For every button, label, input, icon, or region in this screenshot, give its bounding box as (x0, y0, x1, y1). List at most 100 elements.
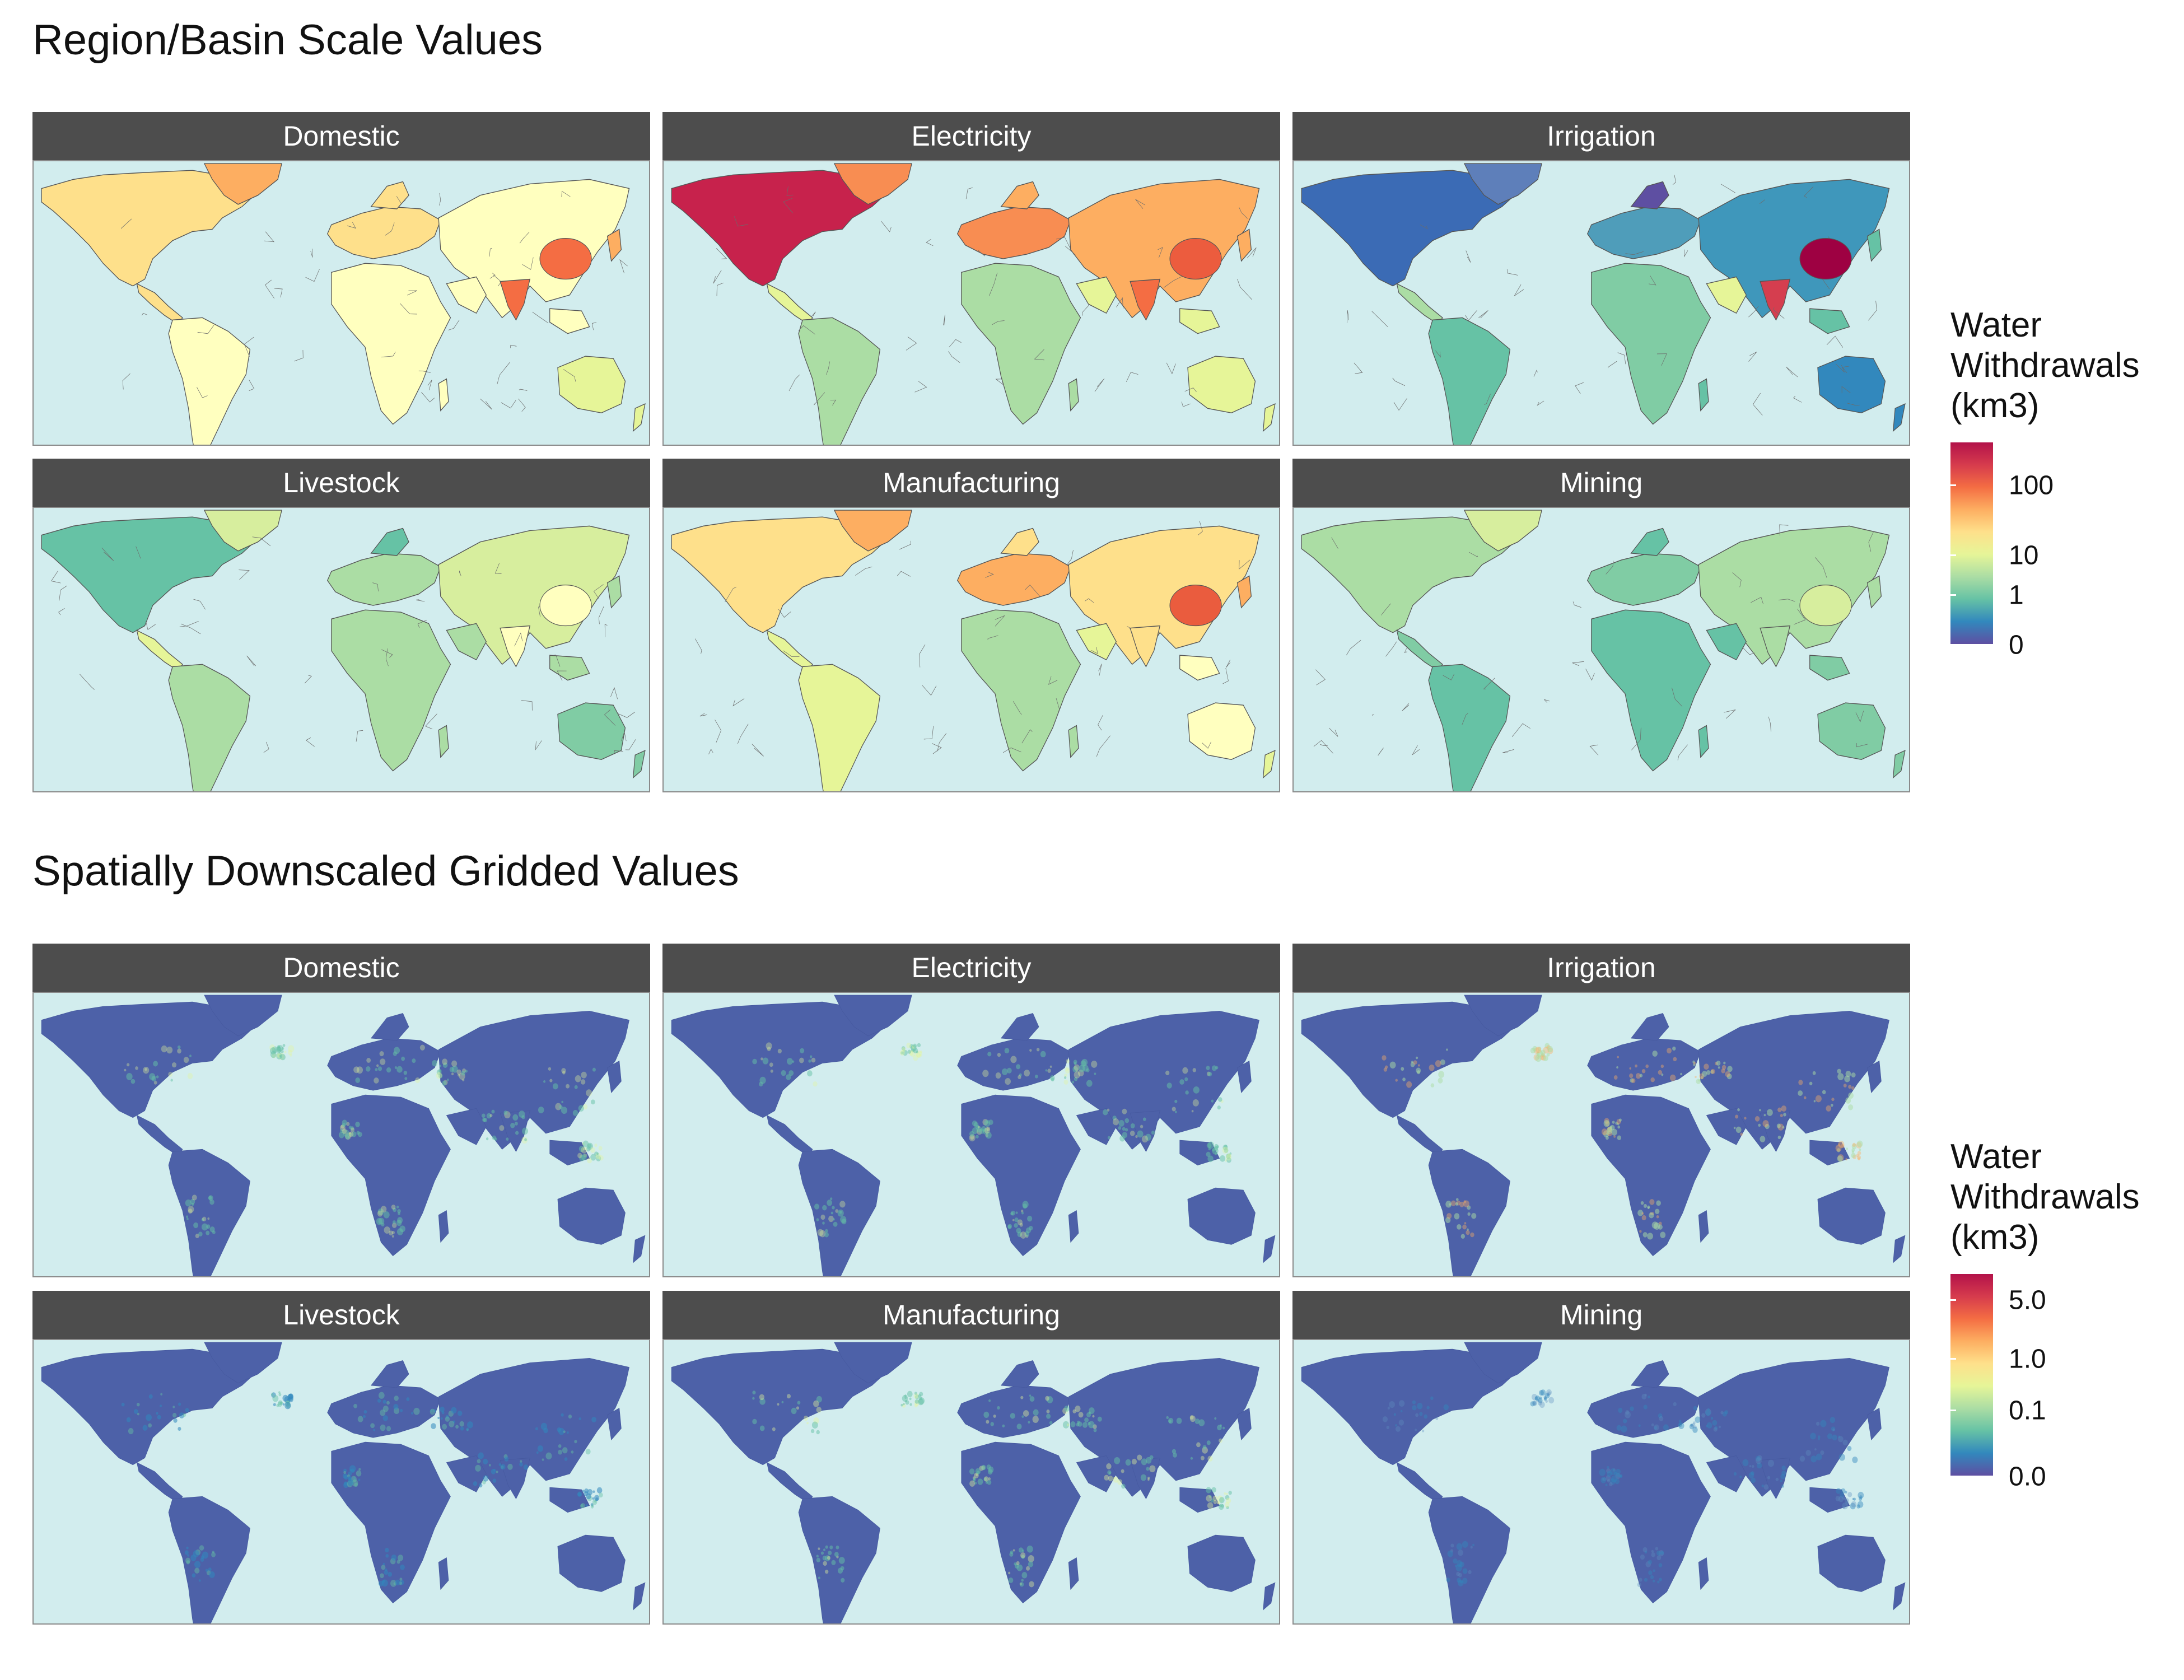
grid-cell-hotspot (449, 1067, 455, 1072)
region-boundary (1778, 599, 1795, 602)
grid-cell-hotspot (523, 1464, 529, 1470)
grid-cell-hotspot (571, 1450, 574, 1454)
grid-cell-hotspot (1735, 1126, 1742, 1133)
grid-cell-hotspot (545, 1452, 552, 1460)
grid-cell-hotspot (1546, 1053, 1550, 1057)
grid-cell-hotspot (582, 1490, 585, 1492)
region-boundary (708, 749, 713, 755)
grid-cell-hotspot (1656, 1200, 1661, 1206)
grid-cell-hotspot (1079, 1065, 1085, 1072)
region-boundary (239, 570, 250, 580)
grid-cell-hotspot (1653, 1569, 1655, 1572)
region-boundary (1724, 710, 1736, 719)
grid-cell-hotspot (1034, 1075, 1038, 1079)
grid-cell-hotspot (1226, 1497, 1231, 1504)
grid-cell-hotspot (1845, 1491, 1847, 1494)
grid-cell-hotspot (1084, 1417, 1089, 1423)
grid-cell-hotspot (1086, 1080, 1093, 1087)
region-boundary (1202, 741, 1211, 749)
grid-cell-hotspot (1830, 1103, 1833, 1107)
region-boundary (814, 392, 825, 405)
grid-cell-hotspot (1208, 1495, 1212, 1499)
grid-cell-hotspot (282, 1394, 289, 1402)
land-arabia (1076, 1108, 1117, 1145)
grid-cell-hotspot (135, 1066, 138, 1070)
grid-cell-hotspot (1803, 1096, 1807, 1099)
region-boundary (58, 608, 65, 615)
grid-cell-hotspot (278, 1391, 281, 1394)
grid-cell-hotspot (1817, 1438, 1820, 1440)
region-boundary (1677, 744, 1688, 760)
land-madagascar (1068, 725, 1079, 758)
region-boundary (1055, 698, 1060, 721)
grid-cell-hotspot (1460, 1580, 1463, 1584)
region-boundary (734, 216, 749, 227)
grid-cell-hotspot (381, 1565, 386, 1570)
land-europe (326, 206, 441, 259)
grid-cell-hotspot (1767, 1476, 1771, 1480)
grid-cell-hotspot (594, 1495, 600, 1501)
grid-cell-hotspot (1726, 1074, 1732, 1080)
grid-cell-hotspot (1047, 1396, 1053, 1403)
grid-cell-hotspot (391, 1554, 397, 1561)
land-africa (961, 609, 1081, 772)
region-boundary (716, 282, 724, 296)
region-boundary (1794, 609, 1806, 625)
grid-cell-hotspot (491, 1469, 496, 1474)
grid-cell-hotspot (178, 1402, 181, 1406)
region-boundary (1514, 284, 1524, 296)
grid-cell-hotspot (1720, 1411, 1724, 1415)
grid-cell-hotspot (1122, 1127, 1126, 1131)
region-boundary (1404, 648, 1407, 654)
grid-cell-hotspot (1200, 1455, 1205, 1460)
grid-cell-hotspot (1654, 1424, 1659, 1431)
region-boundary (146, 620, 156, 630)
grid-cell-hotspot (1032, 1416, 1039, 1423)
grid-cell-hotspot (902, 1047, 906, 1052)
grid-cell-hotspot (1012, 1219, 1015, 1221)
grid-cell-hotspot (1649, 1212, 1654, 1219)
grid-cell-hotspot (1842, 1502, 1848, 1510)
land-africa (1591, 263, 1711, 425)
grid-cell-hotspot (1045, 1069, 1048, 1072)
grid-cell-hotspot (1639, 1074, 1643, 1077)
grid-cell-hotspot (353, 1477, 356, 1480)
grid-cell-hotspot (1024, 1070, 1030, 1077)
grid-cell-hotspot (1458, 1572, 1462, 1578)
grid-cell-hotspot (1845, 1498, 1849, 1503)
grid-cell-hotspot (1082, 1422, 1088, 1428)
grid-cell-hotspot (997, 1406, 1000, 1410)
grid-cell-hotspot (1142, 1117, 1146, 1121)
grid-cell-hotspot (1107, 1108, 1110, 1112)
land-central-america (1396, 1114, 1443, 1156)
grid-cell-hotspot (198, 1231, 203, 1236)
region-boundary (1127, 626, 1133, 634)
region-boundary (80, 674, 95, 690)
grid-cell-hotspot (451, 1072, 454, 1076)
grid-cell-hotspot (1008, 1577, 1014, 1583)
grid-cell-hotspot (1625, 1411, 1631, 1418)
grid-cell-hotspot (1021, 1572, 1028, 1579)
grid-cell-hotspot (1021, 1415, 1024, 1418)
grid-cell-hotspot (1192, 1099, 1199, 1107)
grid-cell-hotspot (394, 1066, 398, 1069)
grid-cell-hotspot (1103, 1109, 1108, 1116)
grid-cell-hotspot (1014, 1223, 1018, 1228)
grid-cell-hotspot (1837, 1068, 1841, 1074)
grid-cell-hotspot (1615, 1468, 1621, 1475)
legend-title-line: Withdrawals (1950, 346, 2140, 385)
region-boundary (598, 606, 604, 624)
grid-cell-hotspot (1065, 1067, 1069, 1071)
grid-cell-hotspot (1049, 1421, 1053, 1425)
grid-cell-hotspot (1650, 1077, 1655, 1082)
grid-cell-hotspot (376, 1064, 379, 1067)
grid-cell-hotspot (586, 1089, 592, 1096)
land-new-zealand (1263, 1235, 1276, 1263)
region-boundary (1091, 647, 1098, 655)
region-boundary (1126, 372, 1138, 382)
grid-cell-hotspot (1455, 1202, 1459, 1206)
grid-cell-hotspot (1010, 1056, 1017, 1063)
region-boundary (1804, 186, 1814, 198)
region-boundary (1247, 247, 1257, 259)
grid-cell-hotspot (1722, 1411, 1727, 1417)
